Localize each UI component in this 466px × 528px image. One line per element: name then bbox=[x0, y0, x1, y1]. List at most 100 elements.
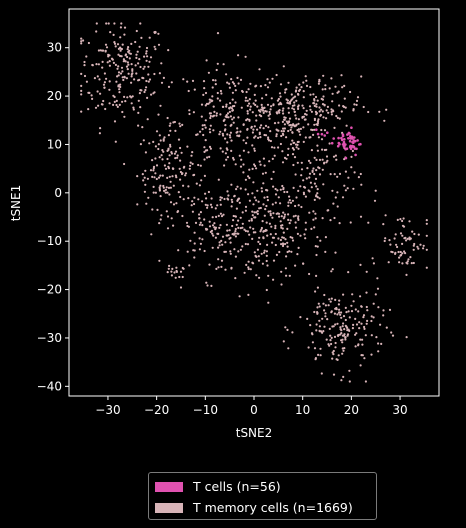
t-memory-cell-point bbox=[146, 55, 149, 58]
t-memory-cell-point bbox=[303, 233, 306, 236]
t-memory-cell-point bbox=[231, 91, 234, 94]
t-memory-cell-point bbox=[249, 105, 252, 108]
t-memory-cell-point bbox=[247, 267, 250, 271]
t-memory-cell-point bbox=[285, 255, 288, 258]
t-memory-cell-point bbox=[324, 84, 327, 87]
t-memory-cell-point bbox=[174, 157, 177, 160]
t-memory-cell-point bbox=[331, 268, 334, 271]
t-memory-cell-point bbox=[239, 248, 242, 251]
t-memory-cell-point bbox=[206, 149, 209, 152]
t-memory-cell-point bbox=[280, 215, 283, 218]
t-memory-cell-point bbox=[169, 122, 172, 125]
t-memory-cell-point bbox=[150, 93, 153, 96]
t-memory-cell-point bbox=[263, 249, 266, 252]
t-memory-cell-point bbox=[172, 121, 175, 124]
t-memory-cell-point bbox=[297, 246, 300, 249]
t-memory-cell-point bbox=[159, 184, 162, 187]
t-memory-cell-point bbox=[231, 109, 234, 112]
t-memory-cell-point bbox=[251, 131, 254, 134]
t-memory-cell-point bbox=[162, 139, 165, 142]
t-memory-cell-point bbox=[213, 222, 216, 225]
t-memory-cell-point bbox=[235, 223, 238, 226]
t-memory-cell-point bbox=[323, 129, 327, 132]
t-memory-cell-point bbox=[321, 217, 324, 220]
t-memory-cell-point bbox=[145, 79, 148, 83]
t-memory-cell-point bbox=[286, 245, 289, 248]
t-memory-cell-point bbox=[260, 108, 263, 111]
t-memory-cell-point bbox=[288, 199, 291, 202]
t-memory-cell-point bbox=[237, 82, 240, 85]
t-memory-cell-point bbox=[113, 120, 117, 123]
x-axis-label: tSNE2 bbox=[236, 426, 273, 440]
t-memory-cell-point bbox=[179, 270, 183, 273]
t-memory-cell-point bbox=[306, 317, 309, 320]
t-memory-cell-point bbox=[174, 150, 178, 153]
t-memory-cell-point bbox=[158, 222, 161, 225]
t-memory-cell-point bbox=[281, 184, 284, 188]
t-memory-cell-point bbox=[407, 258, 410, 261]
t-cell-point bbox=[343, 145, 346, 149]
t-memory-cell-point bbox=[191, 79, 195, 82]
t-memory-cell-point bbox=[296, 105, 300, 108]
t-memory-cell-point bbox=[218, 244, 221, 247]
t-memory-cell-point bbox=[115, 99, 118, 102]
t-memory-cell-point bbox=[379, 323, 382, 326]
t-memory-cell-point bbox=[268, 113, 272, 116]
t-memory-cell-point bbox=[280, 130, 283, 133]
t-memory-cell-point bbox=[201, 238, 204, 241]
t-memory-cell-point bbox=[189, 161, 192, 164]
t-memory-cell-point bbox=[145, 86, 148, 89]
t-memory-cell-point bbox=[175, 202, 178, 205]
t-memory-cell-point bbox=[249, 268, 252, 271]
t-memory-cell-point bbox=[199, 130, 202, 133]
t-memory-cell-point bbox=[271, 157, 274, 160]
t-memory-cell-point bbox=[193, 196, 196, 199]
t-memory-cell-point bbox=[127, 63, 130, 66]
t-memory-cell-point bbox=[322, 302, 325, 305]
t-memory-cell-point bbox=[270, 146, 274, 149]
t-memory-cell-point bbox=[167, 49, 170, 52]
t-memory-cell-point bbox=[176, 154, 179, 157]
t-memory-cell-point bbox=[286, 328, 289, 331]
t-memory-cell-point bbox=[208, 263, 211, 266]
t-memory-cell-point bbox=[308, 190, 311, 193]
t-memory-cell-point bbox=[284, 88, 287, 91]
t-memory-cell-point bbox=[413, 232, 416, 236]
t-memory-cell-point bbox=[243, 271, 246, 274]
t-memory-cell-point bbox=[188, 109, 191, 112]
t-memory-cell-point bbox=[260, 226, 263, 230]
t-memory-cell-point bbox=[260, 115, 263, 118]
t-memory-cell-point bbox=[288, 117, 292, 120]
t-memory-cell-point bbox=[291, 131, 294, 134]
t-memory-cell-point bbox=[224, 124, 227, 127]
t-memory-cell-point bbox=[246, 230, 249, 233]
t-memory-cell-point bbox=[269, 130, 272, 133]
t-memory-cell-point bbox=[344, 170, 347, 173]
t-memory-cell-point bbox=[345, 311, 348, 314]
t-memory-cell-point bbox=[208, 225, 212, 228]
t-memory-cell-point bbox=[130, 75, 133, 78]
t-cell-point bbox=[341, 143, 345, 146]
t-memory-cell-point bbox=[147, 80, 150, 83]
t-memory-cell-point bbox=[210, 206, 213, 209]
t-memory-cell-point bbox=[294, 264, 297, 267]
t-memory-cell-point bbox=[143, 190, 146, 193]
t-memory-cell-point bbox=[148, 60, 151, 63]
t-memory-cell-point bbox=[329, 339, 332, 342]
t-cell-point bbox=[349, 144, 352, 148]
t-memory-cell-point bbox=[82, 39, 85, 42]
t-memory-cell-point bbox=[241, 222, 244, 225]
t-memory-cell-point bbox=[364, 334, 367, 337]
t-memory-cell-point bbox=[121, 43, 124, 46]
t-memory-cell-point bbox=[165, 186, 168, 189]
t-memory-cell-point bbox=[167, 134, 170, 137]
t-memory-cell-point bbox=[297, 215, 300, 218]
t-memory-cell-point bbox=[199, 221, 202, 224]
t-memory-cell-point bbox=[373, 199, 377, 202]
t-memory-cell-point bbox=[291, 139, 294, 142]
t-memory-cell-point bbox=[280, 283, 283, 286]
t-cell-point bbox=[348, 132, 351, 135]
t-memory-cell-point bbox=[118, 88, 121, 91]
t-memory-cell-point bbox=[272, 185, 275, 188]
